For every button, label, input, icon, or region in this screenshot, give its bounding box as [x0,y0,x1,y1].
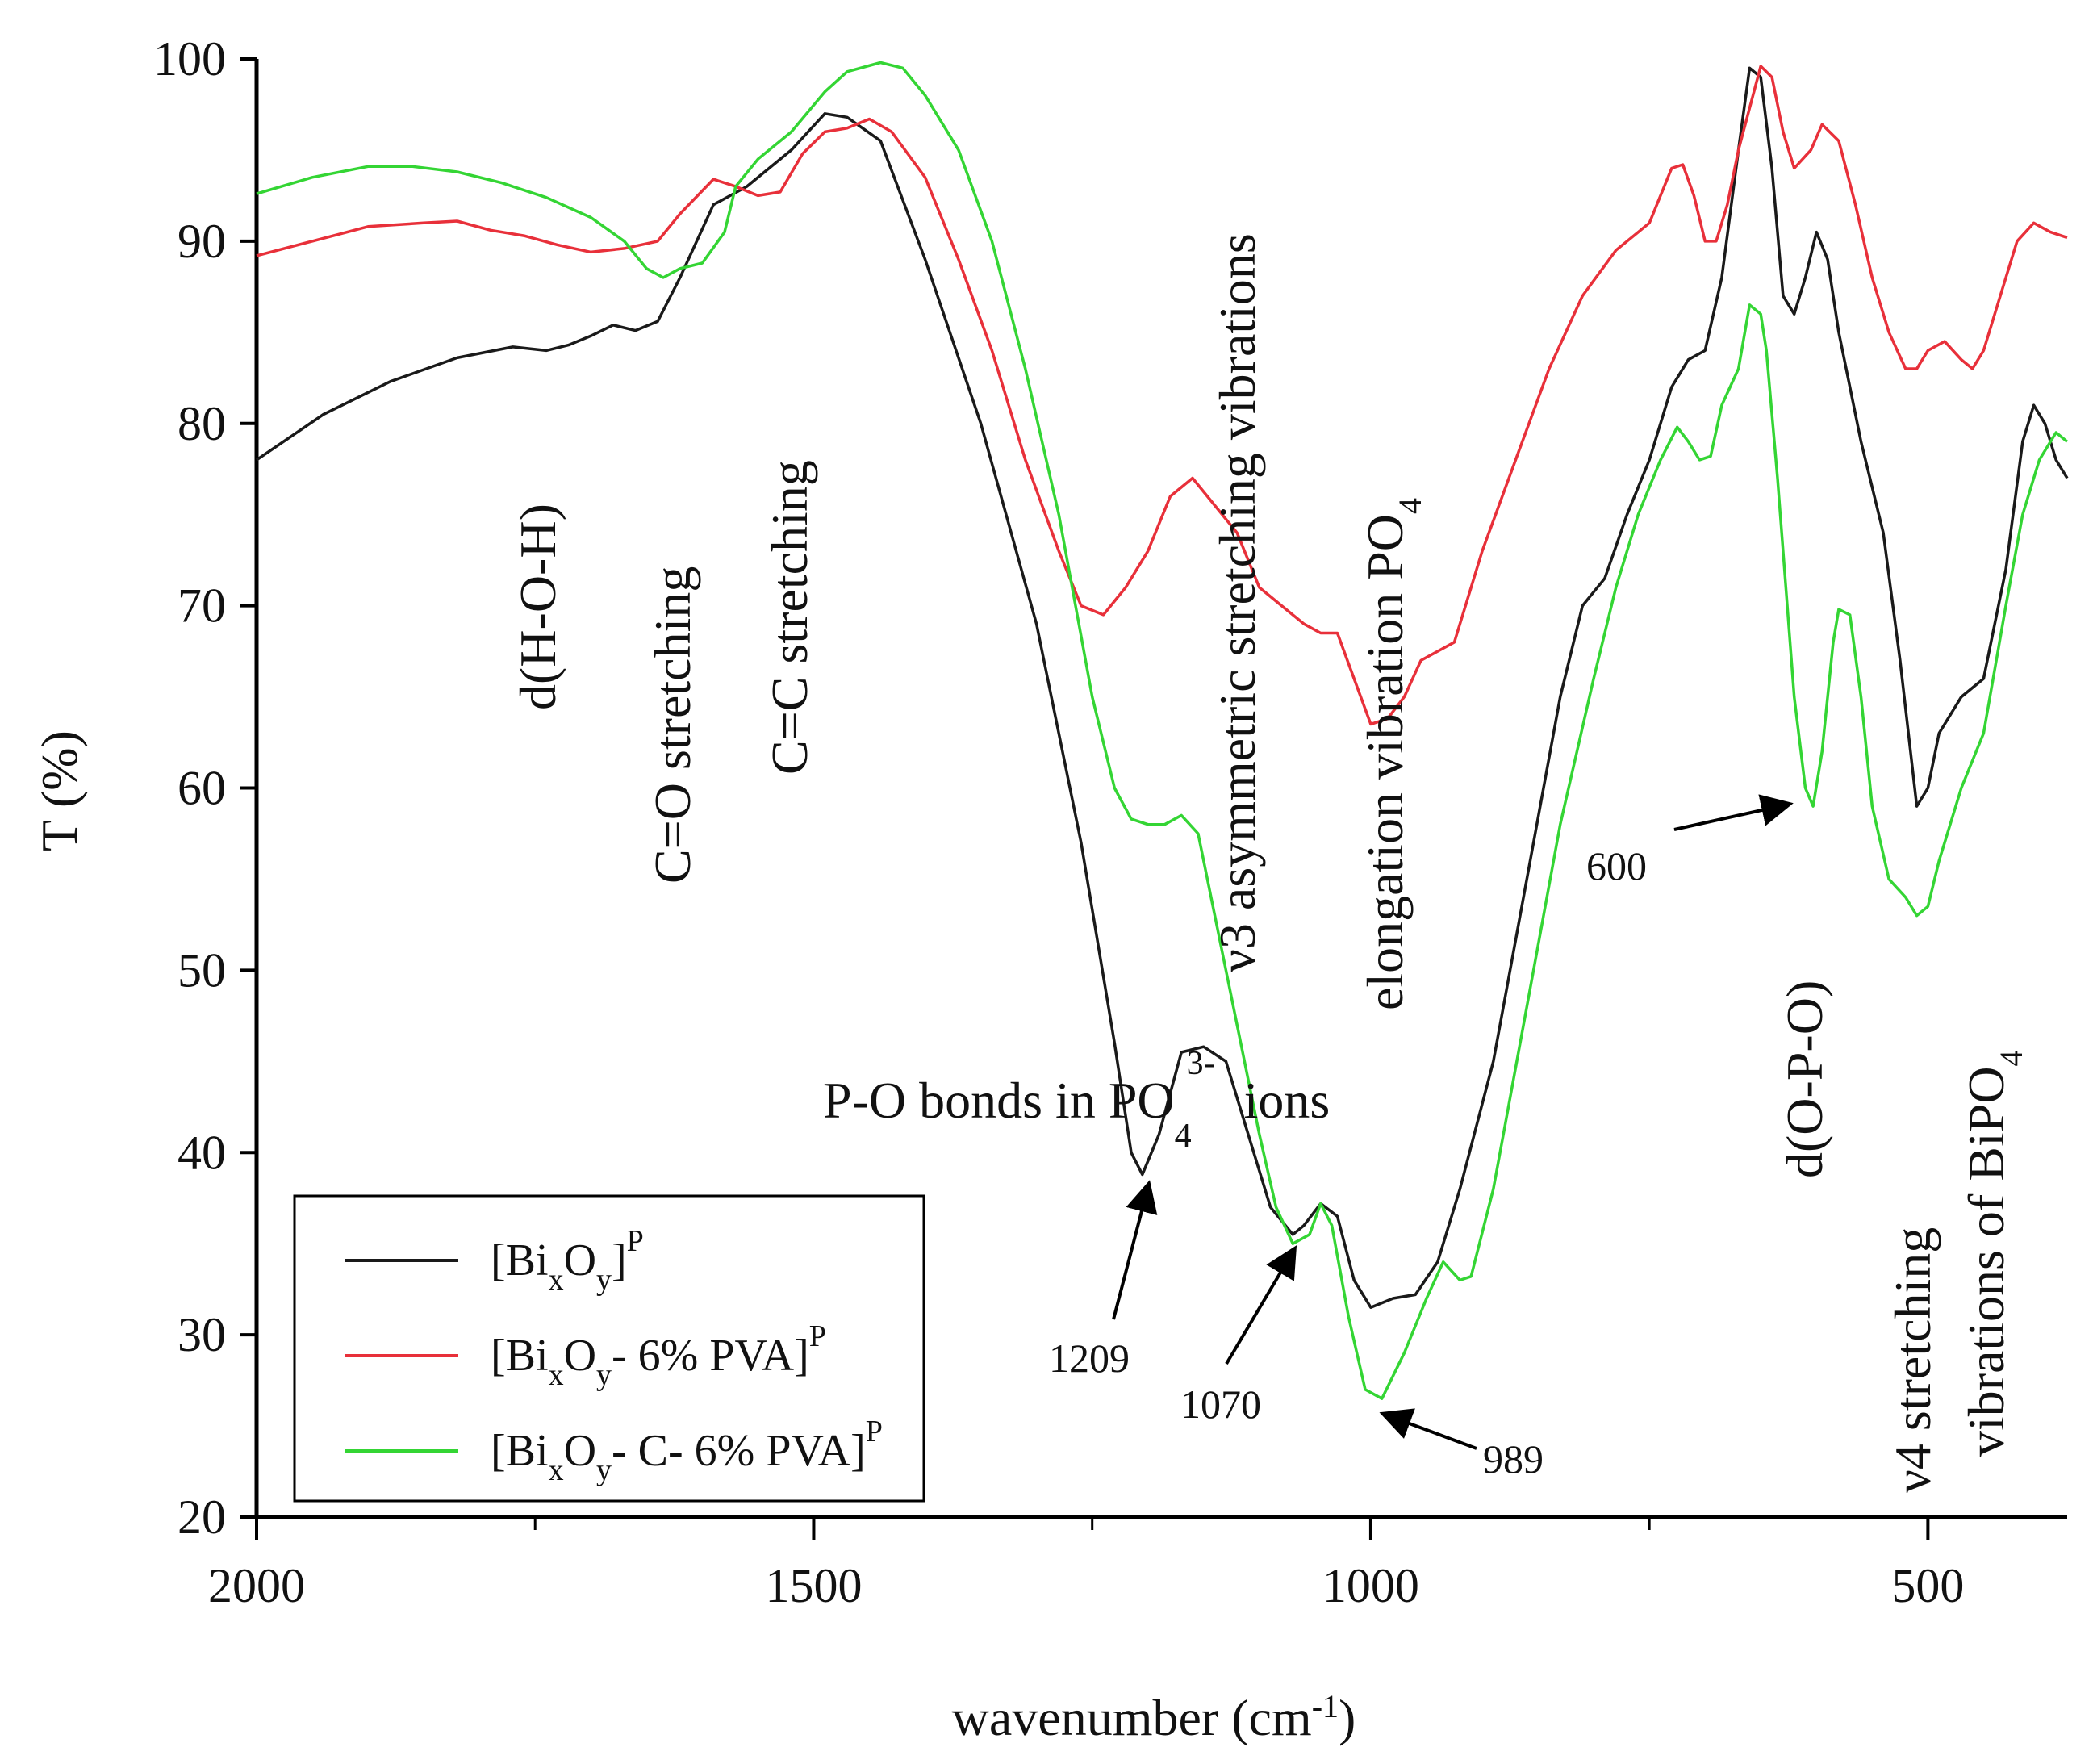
series-bixoy-pva-line [256,65,2068,726]
annotation-elongation-sub: 4 [1392,498,1428,514]
x-axis-title-tail: ) [1339,1689,1356,1746]
y-tick-label-90: 90 [178,215,226,268]
legend-label-3: [BixOy- C- 6% PVA]P [491,1415,883,1487]
legend-label-1: [BixOy]P [491,1224,644,1297]
annotation-po-bonds-main: P-O bonds in PO [823,1072,1175,1129]
x-tick-label-1000: 1000 [1322,1559,1419,1612]
legend-entries: [BixOy]P [BixOy- 6% PVA]P [BixOy- C- 6% PV… [345,1224,883,1487]
x-axis-ticks: 2000 1500 1000 500 [208,1517,1964,1612]
arrow-989 [1379,1408,1477,1450]
annotation-elongation-main: elongation vibration PO [1356,514,1414,1010]
annotation-d-hoh: d(H-O-H) [509,504,566,710]
y-tick-label-100: 100 [153,32,226,86]
x-tick-label-500: 500 [1891,1559,1964,1612]
x-axis-title-main: wavenumber (cm [952,1689,1312,1746]
arrow-1070 [1225,1245,1297,1365]
y-tick-label-20: 20 [178,1490,226,1544]
annotation-v3: ν3 asymmetric stretching vibrations [1209,233,1266,972]
annotation-d-opo: d(O-P-O) [1776,980,1833,1178]
series-bixoy-c-pva-line [256,61,2069,1400]
legend-label-2: [BixOy- 6% PVA]P [491,1319,826,1392]
annotation-v4-sub: 4 [1993,1050,2029,1066]
annotation-co-stretching: C=O stretching [644,566,701,884]
y-tick-label-60: 60 [178,762,226,815]
y-axis-title: T (%) [31,730,88,851]
peak-label-600: 600 [1586,843,1647,888]
y-tick-label-80: 80 [178,397,226,450]
y-tick-label-40: 40 [178,1126,226,1179]
annotation-v4-line1: ν4 stretching [1884,1227,1941,1493]
y-axis-ticks: 20 30 40 50 60 70 80 90 100 [153,32,257,1544]
annotation-po-bonds-tail: ions [1244,1072,1331,1129]
x-tick-label-1500: 1500 [765,1559,862,1612]
x-axis-title: wavenumber (cm-1) [952,1688,1356,1747]
annotation-v4-line2: vibrations of BiPO4 [1957,1050,2029,1457]
y-tick-label-70: 70 [178,579,226,633]
annotation-po-bonds-sub: 4 [1175,1118,1192,1155]
arrow-1209 [1112,1180,1158,1320]
annotation-cc-stretching: C=C stretching [761,460,818,775]
arrow-600 [1673,794,1794,831]
annotation-po-bonds-sup: 3- [1187,1045,1215,1082]
annotation-po-bonds: P-O bonds in PO4 3- ions [823,1045,1330,1155]
peak-label-1070: 1070 [1180,1382,1261,1427]
x-axis-title-sup: -1 [1312,1688,1339,1724]
peak-label-1209: 1209 [1049,1336,1130,1381]
annotation-elongation: elongation vibration PO4 [1356,498,1428,1010]
series-layer [256,61,2069,1400]
y-tick-label-50: 50 [178,943,226,997]
peak-label-989: 989 [1483,1436,1544,1482]
legend: [BixOy]P [BixOy- 6% PVA]P [BixOy- C- 6% PV… [293,1194,925,1503]
x-tick-label-2000: 2000 [208,1559,305,1612]
y-tick-label-30: 30 [178,1308,226,1361]
series-bixoy-line [256,66,2069,1309]
annotation-v4-main: vibrations of BiPO [1957,1066,2015,1457]
